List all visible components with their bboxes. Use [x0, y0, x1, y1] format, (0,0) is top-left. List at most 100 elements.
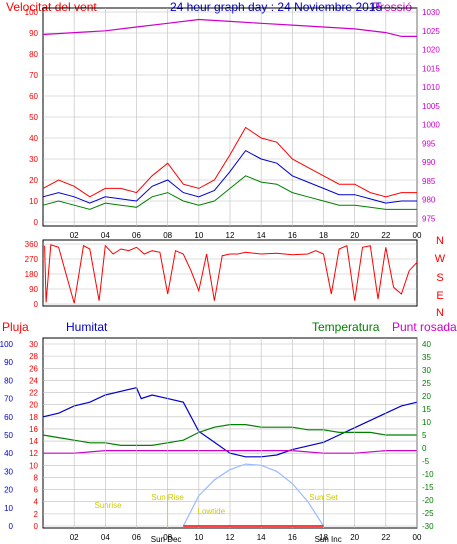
temperature-tick-label: -15 — [422, 483, 434, 492]
humidity-tick-label: 10 — [4, 504, 13, 513]
pressure-right-tick-label: 1020 — [422, 46, 440, 55]
pressure-right-tick-label: 985 — [422, 177, 436, 186]
rain-tick-label: 4 — [34, 498, 39, 507]
temperature-tick-label: 0 — [422, 444, 427, 453]
temperature-tick-label: -5 — [422, 457, 430, 466]
weather-x-tick-label: 06 — [132, 533, 141, 542]
humidity-tick-label: 30 — [4, 467, 13, 476]
weather-x-tick-label: 12 — [226, 533, 235, 542]
weather-x-tick-label: 14 — [257, 533, 266, 542]
temperature-tick-label: 20 — [422, 392, 431, 401]
rain-label: Pluja — [2, 320, 29, 334]
humidity-tick-label: 90 — [4, 358, 13, 367]
direction-panel-frame — [42, 239, 418, 307]
pressure-right-tick-label: 1000 — [422, 121, 440, 130]
weather-x-tick-label: 02 — [70, 533, 79, 542]
rain-tick-label: 24 — [29, 376, 38, 385]
wind-series-direction-average — [42, 175, 417, 210]
rain-tick-label: 28 — [29, 352, 38, 361]
weather-series-humidity — [42, 387, 418, 458]
wind-x-tick-label: 00 — [413, 231, 422, 240]
direction-tick-label: 360 — [25, 240, 39, 249]
wind-x-tick-label: 02 — [70, 231, 79, 240]
rain-tick-label: 20 — [29, 401, 38, 410]
wind-left-tick-label: 60 — [29, 92, 38, 101]
wind-x-tick-label: 06 — [132, 231, 141, 240]
wind-x-tick-label: 12 — [226, 231, 235, 240]
wind-series-gusts — [42, 126, 417, 198]
humidity-tick-label: 40 — [4, 449, 13, 458]
temperature-tick-label: 25 — [422, 379, 431, 388]
rain-tick-label: 16 — [29, 425, 38, 434]
wind-x-tick-label: 10 — [194, 231, 203, 240]
temperature-tick-label: 10 — [422, 418, 431, 427]
temperature-tick-label: 35 — [422, 353, 431, 362]
pressure-right-tick-label: 975 — [422, 214, 436, 223]
wind-x-tick-label: 08 — [163, 231, 172, 240]
humidity-tick-label: 80 — [4, 376, 13, 385]
compass-label-n: N — [436, 235, 444, 247]
weather-x-tick-label: 04 — [101, 533, 110, 542]
pressure-right-tick-label: 1005 — [422, 102, 440, 111]
wind-x-tick-label: 20 — [350, 231, 359, 240]
direction-tick-label: 180 — [25, 270, 39, 279]
weather-x-tick-label: 10 — [194, 533, 203, 542]
pressure-label: Pressió — [372, 0, 413, 14]
weather-x-tick-label: 18 — [319, 533, 328, 542]
marker-label: Sun Dec — [151, 535, 182, 544]
humidity-tick-label: 20 — [4, 486, 13, 495]
wind-left-tick-label: 100 — [25, 8, 39, 17]
rain-tick-label: 10 — [29, 461, 38, 470]
temperature-tick-label: 30 — [422, 366, 431, 375]
temperature-tick-label: 5 — [422, 431, 427, 440]
wind-left-tick-label: 50 — [29, 113, 38, 122]
humidity-tick-label: 50 — [4, 431, 13, 440]
rain-tick-label: 2 — [34, 510, 39, 519]
marker-label: Lowtide — [198, 507, 226, 516]
compass-label-w: W — [435, 253, 446, 265]
temperature-tick-label: -20 — [422, 496, 434, 505]
dewpoint-label: Punt rosada — [392, 320, 457, 334]
wind-left-tick-label: 80 — [29, 50, 38, 59]
pressure-right-tick-label: 1025 — [422, 27, 440, 36]
temperature-tick-label: -10 — [422, 470, 434, 479]
wind-series-speed — [42, 149, 417, 204]
weather-x-tick-label: 08 — [163, 533, 172, 542]
wind-left-tick-label: 70 — [29, 71, 38, 80]
rain-tick-label: 30 — [29, 340, 38, 349]
rain-tick-label: 22 — [29, 389, 38, 398]
weather-x-tick-label: 16 — [288, 533, 297, 542]
rain-tick-label: 6 — [34, 486, 39, 495]
humidity-tick-label: 60 — [4, 413, 13, 422]
temperature-tick-label: 40 — [422, 340, 431, 349]
pressure-right-tick-label: 990 — [422, 158, 436, 167]
rain-tick-label: 12 — [29, 449, 38, 458]
marker-label: Sun Inc — [315, 535, 342, 544]
direction-tick-label: 270 — [25, 255, 39, 264]
temperature-tick-label: -30 — [422, 522, 434, 531]
weather-x-tick-label: 22 — [381, 533, 390, 542]
temperature-tick-label: -25 — [422, 509, 434, 518]
wind-series-pressure — [42, 18, 417, 37]
temperature-tick-label: 15 — [422, 405, 431, 414]
wind-left-tick-label: 30 — [29, 155, 38, 164]
weather-x-tick-label: 00 — [413, 533, 422, 542]
compass-label-s: S — [436, 272, 443, 284]
wind-x-tick-label: 16 — [288, 231, 297, 240]
pressure-right-tick-label: 1015 — [422, 64, 440, 73]
wind-x-tick-label: 14 — [257, 231, 266, 240]
pressure-right-tick-label: 1030 — [422, 8, 440, 17]
wind-left-tick-label: 90 — [29, 29, 38, 38]
compass-label-n: N — [436, 307, 444, 319]
marker-label: Sun Rise — [151, 493, 184, 502]
pressure-right-tick-label: 1010 — [422, 83, 440, 92]
weather-series-solar-altitude — [182, 463, 325, 527]
marker-label: Sunrise — [94, 501, 122, 510]
pressure-right-tick-label: 980 — [422, 196, 436, 205]
wind-left-tick-label: 20 — [29, 176, 38, 185]
temperature-label: Temperatura — [312, 320, 380, 334]
direction-series-line — [44, 244, 418, 304]
wind-x-tick-label: 04 — [101, 231, 110, 240]
